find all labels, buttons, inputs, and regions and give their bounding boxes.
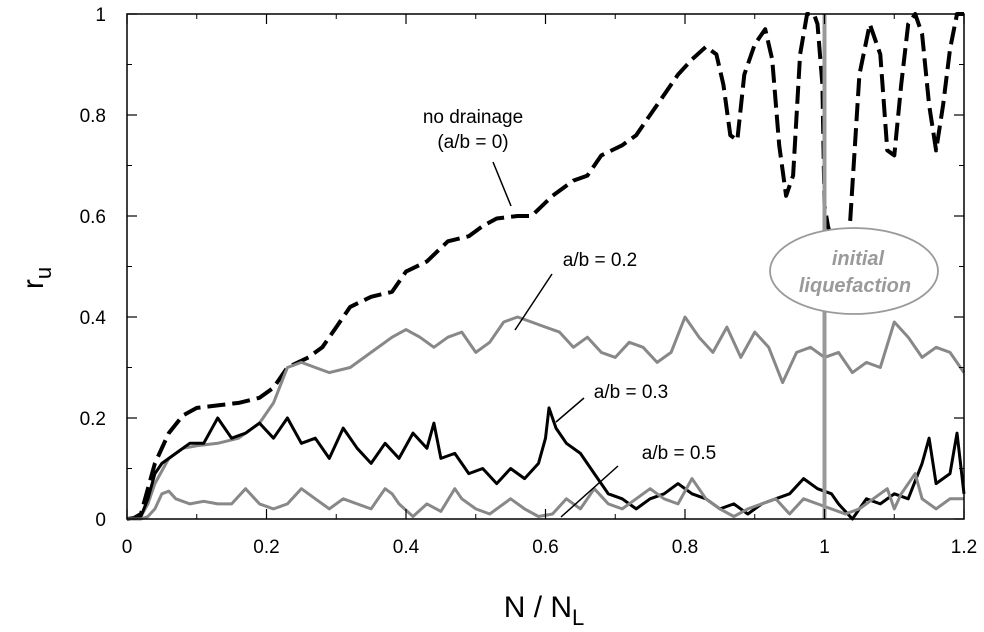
- x-tick-label: 0.2: [253, 537, 279, 558]
- liquefaction-label-line1: initial: [832, 248, 885, 270]
- x-axis-title: N / NL: [504, 591, 585, 630]
- x-tick-label: 0.8: [672, 537, 698, 558]
- y-tick-label: 0: [95, 510, 106, 531]
- annotation-no-drainage-line2: (a/b = 0): [437, 132, 508, 153]
- x-axis-title-main: N / N: [504, 591, 572, 624]
- x-tick-label: 0.4: [393, 537, 420, 558]
- x-axis-title-sub: L: [572, 605, 584, 630]
- x-tick-label: 0: [122, 537, 133, 558]
- y-tick-label: 0.2: [80, 409, 106, 430]
- annotation-ab02: a/b = 0.2: [563, 250, 637, 271]
- y-axis-title: ru: [17, 267, 56, 289]
- y-tick-label: 1: [95, 5, 106, 26]
- x-tick-label: 1: [819, 537, 830, 558]
- label-layer: 0 0.2 0.4 0.6 0.8 1 1.2 0 0.2 0.4 0.6 0.8 1: [80, 5, 978, 558]
- y-tick-label: 0.6: [80, 207, 106, 228]
- tick-layer: [126, 13, 965, 520]
- no-drainage-leader: [492, 161, 512, 207]
- y-tick-label: 0.8: [80, 106, 106, 127]
- ab05-leader: [560, 465, 619, 518]
- series-a-b-0-2: [126, 315, 966, 521]
- series-a-b-0-5: [127, 472, 964, 521]
- annotation-ab05: a/b = 0.5: [642, 443, 716, 464]
- liquefaction-label-line2: liquefaction: [799, 275, 911, 297]
- annotation-ab03: a/b = 0.3: [594, 382, 668, 403]
- x-tick-label: 0.6: [532, 537, 558, 558]
- series-no-drainage-a-b-0: [126, 12, 964, 521]
- ab03-leader: [555, 397, 585, 423]
- x-tick-label: 1.2: [951, 537, 977, 558]
- ab02-leader: [514, 273, 553, 331]
- series-layer: [126, 12, 966, 521]
- liquefaction-callout: [769, 227, 939, 315]
- annotation-no-drainage-line1: no drainage: [423, 107, 523, 128]
- y-tick-label: 0.4: [80, 308, 107, 329]
- y-axis-title-sub: u: [31, 267, 56, 279]
- y-axis-title-main: r: [17, 279, 50, 289]
- series-a-b-0-3: [126, 406, 966, 521]
